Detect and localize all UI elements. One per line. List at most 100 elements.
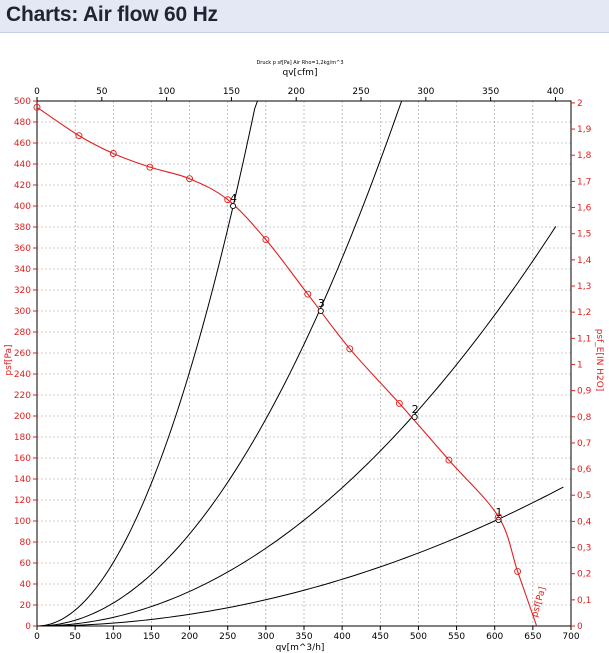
y-tick-label-right: 1,5 [577, 230, 591, 240]
x-tick-label-bottom: 550 [448, 632, 465, 642]
curves [36, 100, 564, 627]
y-tick-label-left: 120 [14, 496, 31, 506]
header-bar: Charts: Air flow 60 Hz [0, 0, 609, 33]
y-tick-label-left: 420 [14, 181, 31, 191]
x-tick-label-bottom: 700 [562, 632, 579, 642]
y-tick-label-left: 140 [14, 475, 31, 485]
y-tick-label-right: 1,7 [577, 177, 591, 187]
page-title: Charts: Air flow 60 Hz [6, 3, 218, 26]
y-tick-label-right: 0,8 [577, 413, 592, 423]
x-tick-label-bottom: 200 [181, 632, 198, 642]
fan-curve-point [109, 150, 117, 157]
x-tick-label-bottom: 600 [486, 632, 503, 642]
system-curve-label-4: 4 [230, 192, 237, 205]
x-tick-label-top: 300 [417, 87, 434, 97]
y-tick-label-left: 100 [14, 517, 31, 527]
y-tick-label-right: 1,4 [577, 256, 592, 266]
fan-curve-point [33, 103, 41, 111]
y-tick-label-left: 200 [14, 412, 31, 422]
y-tick-label-right: 0,6 [577, 465, 592, 475]
x-tick-label-bottom: 450 [372, 632, 389, 642]
fan-curve-point [75, 132, 83, 140]
y-tick-label-right: 0,9 [577, 387, 592, 397]
y-tick-label-left: 400 [14, 202, 31, 212]
y-tick-label-left: 260 [14, 349, 31, 359]
y-tick-label-right: 0,3 [577, 544, 591, 554]
y-tick-label-left: 240 [14, 370, 31, 380]
fan-curve-point [186, 175, 194, 183]
x-tick-label-bottom: 0 [34, 632, 40, 642]
x-tick-label-top: 350 [482, 87, 499, 97]
y-tick-label-right: 1,3 [577, 282, 591, 292]
axes [33, 97, 575, 630]
x-tick-label-top: 150 [223, 87, 240, 97]
system-curve-label-2: 2 [412, 403, 419, 416]
fan-curve-point [395, 399, 403, 407]
y-tick-label-right: 1,9 [577, 125, 592, 135]
plot-frame [36, 100, 572, 627]
tick-labels: 0 50 100 150 200 250 300 350 400 450 500 550 600 650 7… [14, 87, 592, 642]
x-tick-label-top: 400 [547, 87, 564, 97]
fan-curve-point [445, 456, 453, 464]
y-tick-label-left: 340 [14, 265, 31, 275]
fan-curve-point [495, 513, 502, 521]
x-tick-label-bottom: 250 [219, 632, 236, 642]
y-tick-label-left: 0 [25, 622, 31, 632]
x-tick-label-top: 50 [96, 87, 108, 97]
y-tick-label-left: 460 [14, 139, 31, 149]
fan-curve-point [224, 196, 232, 204]
y-tick-label-left: 300 [14, 307, 31, 317]
x-tick-label-top: 100 [158, 87, 175, 97]
system-curve-4 [36, 100, 258, 627]
x-tick-label-top: 200 [288, 87, 305, 97]
y-tick-label-left: 40 [20, 580, 32, 590]
x-axis-bottom-label: qv[m^3/h] [276, 643, 325, 653]
y-tick-label-right: 0,4 [577, 517, 592, 527]
operating-point-3 [317, 307, 324, 315]
system-curve-2 [36, 226, 557, 627]
system-curve-1 [36, 486, 564, 627]
operating-point-4 [230, 202, 237, 210]
y-tick-label-left: 480 [14, 118, 31, 128]
y-tick-label-left: 60 [20, 559, 32, 569]
system-curve-3 [36, 100, 403, 627]
fan-curve-point [346, 345, 354, 353]
y-tick-label-right: 0,5 [577, 491, 591, 501]
y-tick-label-right: 0,2 [577, 570, 591, 580]
x-tick-label-top: 0 [34, 87, 40, 97]
y-tick-label-left: 360 [14, 244, 31, 254]
fan-curve-point [146, 163, 154, 171]
system-curve-label-3: 3 [318, 297, 325, 310]
y-tick-label-right: 0,1 [577, 596, 591, 606]
y-tick-label-right: 1 [577, 360, 583, 370]
y-tick-label-left: 80 [20, 538, 32, 548]
operating-point-2 [411, 413, 418, 421]
x-tick-label-bottom: 400 [334, 632, 351, 642]
y-tick-label-right: 1,1 [577, 334, 591, 344]
y-tick-label-left: 380 [14, 223, 31, 233]
grid [37, 101, 571, 626]
y-tick-label-right: 1,6 [577, 204, 592, 214]
y-tick-label-right: 0 [577, 622, 583, 632]
y-axis-right-label: psf_E[IN H2O] [594, 329, 604, 392]
y-tick-label-right: 1,8 [577, 151, 592, 161]
x-tick-label-bottom: 150 [143, 632, 160, 642]
y-tick-label-left: 160 [14, 454, 31, 464]
y-tick-label-left: 440 [14, 160, 31, 170]
fan-curve-point [262, 236, 270, 244]
x-tick-label-bottom: 350 [295, 632, 312, 642]
y-tick-label-right: 2 [577, 99, 583, 109]
y-tick-label-left: 320 [14, 286, 31, 296]
x-tick-label-bottom: 300 [257, 632, 274, 642]
fan-curve-point [514, 567, 522, 575]
fan-curve-line [36, 106, 538, 627]
y-tick-label-left: 220 [14, 391, 31, 401]
y-axis-left-label: psf[Pa] [4, 344, 14, 375]
x-tick-label-top: 250 [352, 87, 369, 97]
x-axis-top-label: qv[cfm] [283, 68, 318, 78]
x-tick-label-bottom: 50 [69, 632, 81, 642]
y-tick-label-left: 500 [14, 97, 31, 107]
y-tick-label-left: 280 [14, 328, 31, 338]
fan-curve-point [304, 290, 312, 298]
